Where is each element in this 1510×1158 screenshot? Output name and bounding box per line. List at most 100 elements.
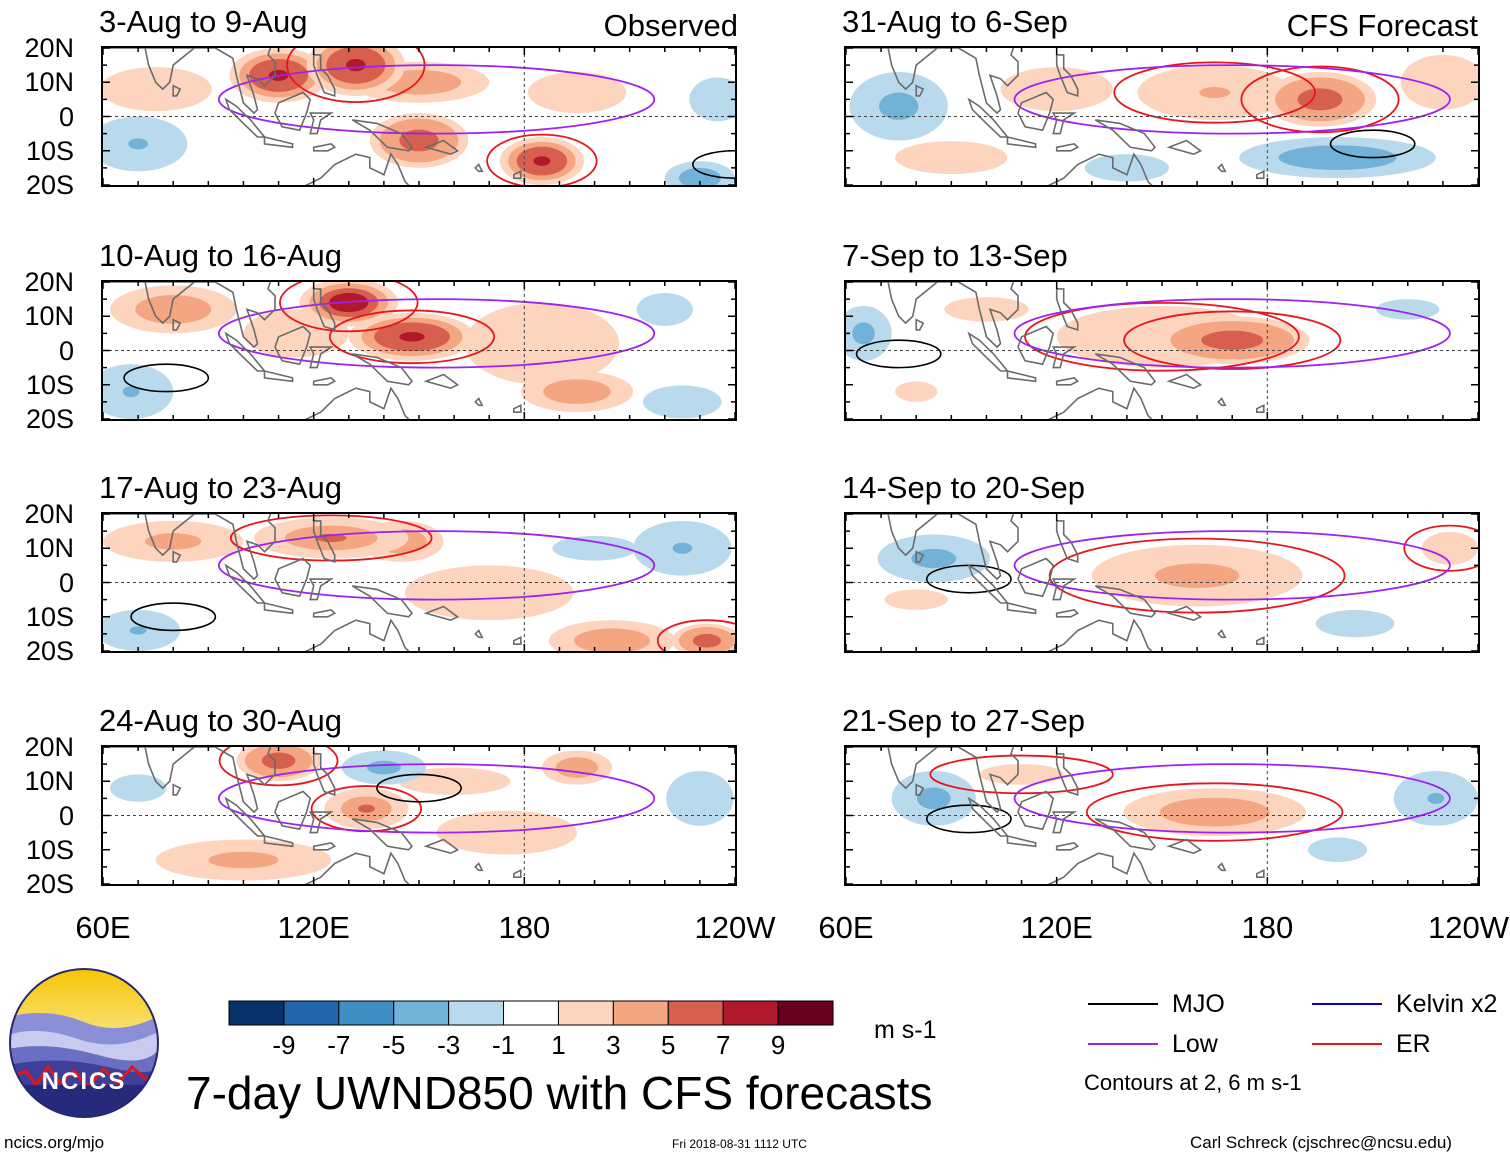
colorbar-swatch: [393, 1000, 450, 1026]
lat-tick-label: 10S: [25, 834, 74, 865]
anomaly-shading: [972, 305, 1001, 314]
anomaly-shading: [909, 388, 924, 396]
lat-tick-label: 20S: [25, 636, 74, 666]
er-contour: [1085, 782, 1344, 842]
lat-tick-label: 10S: [25, 601, 74, 632]
lat-tick-label: 20N: [24, 499, 74, 529]
anomaly-shading: [857, 327, 870, 339]
anomaly-shading: [672, 542, 693, 554]
low-contour: [217, 763, 656, 834]
lat-tick-label: 0: [58, 101, 74, 132]
colorbar-swatch: [722, 1000, 779, 1026]
lat-tick-label: 10N: [24, 766, 74, 797]
colorbar-tick-label: 1: [551, 1030, 566, 1060]
anomaly-shading: [399, 332, 425, 342]
colorbar-swatch: [283, 1000, 340, 1026]
colorbar-tick-label: 5: [661, 1030, 676, 1060]
map-panel: [101, 745, 737, 886]
coastline: [103, 514, 522, 651]
lat-tick-label: 0: [58, 335, 74, 366]
lat-tick-label: 20S: [25, 869, 74, 899]
anomaly-shading: [160, 304, 186, 315]
forecast-label: CFS Forecast: [1286, 8, 1478, 43]
er-contour: [1403, 524, 1478, 572]
colorbar-swatch: [777, 1000, 834, 1026]
lat-tick-label: 0: [58, 567, 74, 598]
lon-tick-label: 120E: [1020, 910, 1093, 945]
anomaly-shading: [131, 784, 146, 792]
legend-label: MJO: [1172, 990, 1225, 1018]
coastline: [103, 747, 522, 884]
figure-title: 7-day UWND850 with CFS forecasts: [186, 1067, 933, 1119]
anomaly-shading: [141, 83, 170, 95]
colorbar-tick-label: -7: [327, 1030, 351, 1060]
panel-title: 24-Aug to 30-Aug: [99, 703, 343, 738]
coastline: [846, 747, 1265, 884]
anomaly-shading: [1442, 544, 1457, 553]
coastline: [846, 48, 1265, 185]
lat-tick-label: 20N: [24, 267, 74, 297]
colorbar: [228, 1000, 834, 1026]
legend-line: [1088, 1043, 1158, 1045]
colorbar-tick-label: 3: [606, 1030, 621, 1060]
legend-label: Low: [1172, 1030, 1218, 1058]
coastline: [846, 282, 1265, 419]
anomaly-shading: [565, 387, 589, 396]
low-contour: [217, 530, 656, 601]
panel-title: 10-Aug to 16-Aug: [99, 238, 343, 273]
anomaly-shading: [345, 58, 366, 72]
anomaly-shading: [404, 78, 434, 87]
legend-line: [1312, 1043, 1382, 1045]
map-panel: [101, 512, 737, 653]
lat-tick-label: 20N: [24, 732, 74, 762]
legend-line: [1312, 1003, 1382, 1005]
anomaly-shading: [710, 93, 725, 105]
anomaly-shading: [1176, 569, 1219, 582]
mjo-contour: [1329, 129, 1416, 159]
anomaly-shading: [1317, 153, 1358, 162]
anomaly-shading: [1345, 620, 1365, 628]
mjo-contour: [855, 339, 942, 369]
anomaly-shading: [1042, 83, 1071, 95]
anomaly-shading: [567, 88, 587, 97]
legend-label: ER: [1396, 1030, 1431, 1058]
lat-tick-label: 20S: [25, 170, 74, 200]
anomaly-shading: [905, 596, 927, 604]
panel-title: 31-Aug to 6-Sep: [842, 4, 1068, 39]
lat-tick-label: 10N: [24, 533, 74, 564]
lon-tick-label: 60E: [75, 910, 131, 945]
low-contour: [1013, 530, 1451, 601]
anomaly-shading: [533, 156, 551, 166]
legend-line: [1088, 1003, 1158, 1005]
colorbar-swatch: [338, 1000, 395, 1026]
anomaly-shading: [657, 305, 672, 314]
anomaly-shading: [699, 637, 714, 645]
er-contour: [1024, 301, 1300, 372]
colorbar-swatch: [228, 1000, 285, 1026]
colorbar-tick-label: -3: [437, 1030, 461, 1060]
anomaly-shading: [1116, 164, 1138, 172]
er-contour: [929, 754, 1114, 795]
coastline: [103, 48, 522, 185]
er-contour: [1240, 65, 1400, 134]
legend-label: Kelvin x2: [1396, 990, 1498, 1018]
anomaly-shading: [691, 791, 709, 806]
map-panel: [844, 46, 1480, 187]
anomaly-shading: [129, 626, 147, 635]
low-contour: [1013, 298, 1451, 369]
anomaly-shading: [489, 827, 525, 839]
colorbar-swatch: [448, 1000, 505, 1026]
panel-title: 14-Sep to 20-Sep: [842, 470, 1086, 505]
anomaly-shading: [599, 636, 625, 645]
map-panel: [844, 280, 1480, 421]
mjo-contour: [130, 602, 217, 632]
er-contour: [279, 282, 419, 333]
anomaly-shading: [925, 792, 943, 804]
lat-tick-label: 20S: [25, 404, 74, 434]
footer-credit: Carl Schreck (cjschrec@ncsu.edu): [1190, 1133, 1452, 1152]
low-contour: [217, 298, 656, 369]
footer-timestamp: Fri 2018-08-31 1112 UTC: [672, 1137, 807, 1151]
low-contour: [1013, 64, 1451, 135]
map-panel: [844, 745, 1480, 886]
anomaly-shading: [357, 804, 375, 813]
